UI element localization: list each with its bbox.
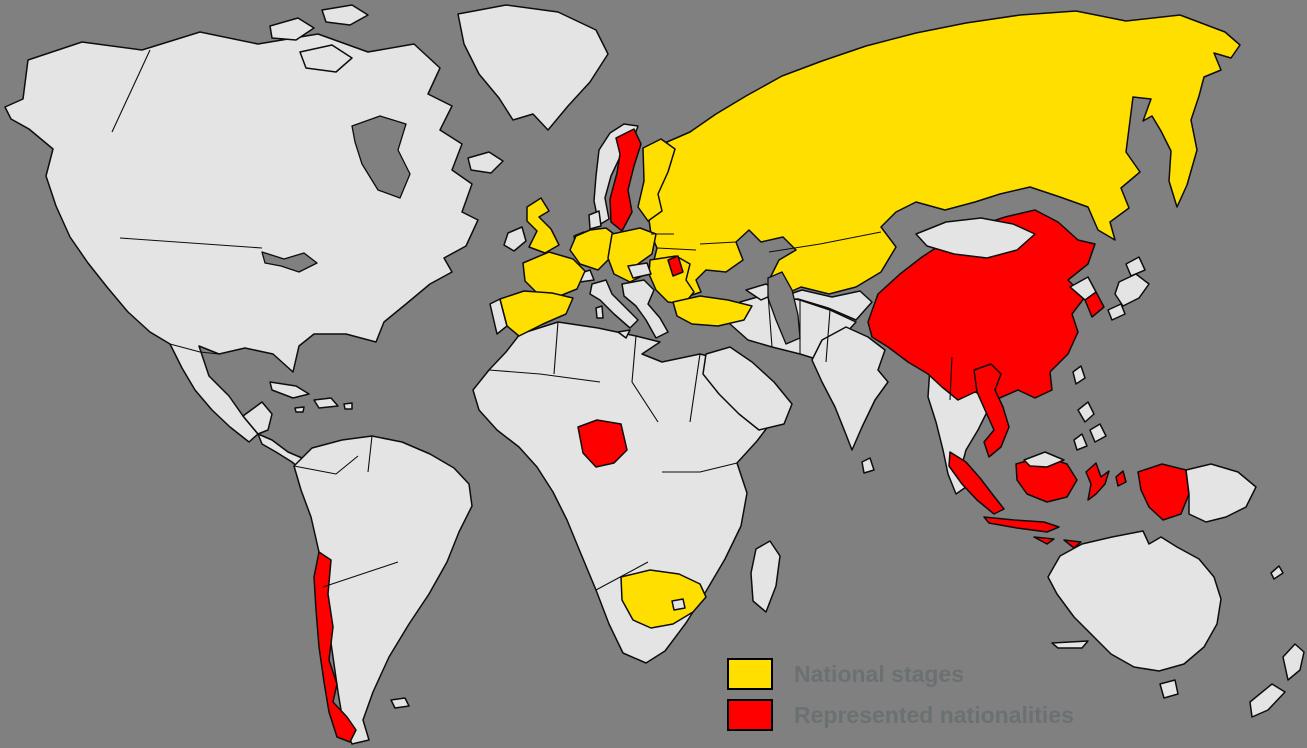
legend-item-represented-nationalities: Represented nationalities: [727, 699, 1074, 731]
island-sulawesi: [1085, 462, 1110, 501]
island-philippines-1: [1077, 401, 1095, 423]
country-turkey: [672, 295, 753, 327]
represented-nationalities-regions: [313, 128, 1190, 743]
region-west-new-guinea: [1137, 463, 1190, 521]
border-line: [689, 353, 701, 423]
country-france: [522, 251, 586, 298]
island-puerto-rico: [343, 402, 353, 410]
border-line: [111, 49, 151, 133]
border-line: [293, 455, 359, 475]
island-sri-lanka: [861, 457, 875, 474]
border-line: [767, 293, 773, 348]
country-north-korea: [1069, 276, 1097, 301]
island-java: [983, 516, 1060, 533]
great-lakes: [261, 251, 318, 273]
border-line: [119, 237, 263, 249]
border-line: [662, 462, 738, 473]
island-japan-kyushu: [1107, 303, 1126, 321]
island-madagascar: [750, 540, 781, 613]
water-bodies: [261, 115, 801, 345]
hudson-bay: [351, 115, 411, 199]
region-russia-kazakhstan-east-europe: [648, 10, 1241, 298]
country-borders: [111, 49, 953, 591]
gray-overlays: [627, 217, 1257, 611]
small-island: [1051, 640, 1089, 649]
border-line: [656, 247, 697, 251]
country-italy: [589, 279, 639, 329]
island-japan-honshu: [1114, 273, 1150, 307]
country-norway: [593, 123, 639, 226]
legend: National stages Represented nationalitie…: [727, 658, 1074, 740]
region-central-asia: [771, 289, 873, 321]
island-sumatra: [948, 451, 1005, 515]
country-australia: [1047, 530, 1222, 672]
country-hungary: [627, 262, 652, 279]
border-line: [488, 369, 601, 383]
country-sweden: [609, 128, 642, 232]
legend-item-national-stages: National stages: [727, 658, 1074, 690]
country-ireland: [503, 226, 527, 252]
island-philippines-3: [1073, 433, 1088, 451]
arctic-island-2: [321, 4, 369, 26]
country-spain: [499, 290, 574, 337]
border-line: [367, 435, 373, 473]
country-moldova: [667, 255, 684, 277]
represented-nationalities-swatch: [727, 699, 773, 731]
national-stages-regions: [499, 10, 1241, 629]
region-malaysia-borneo: [1023, 451, 1065, 468]
border-line: [825, 309, 831, 363]
country-south-africa: [620, 569, 707, 629]
border-line: [322, 561, 399, 588]
border-line: [768, 231, 882, 253]
country-finland: [637, 138, 676, 222]
national-stages-swatch: [727, 658, 773, 690]
island-cuba: [269, 381, 310, 399]
island-philippines-2: [1089, 423, 1107, 443]
border-line: [631, 335, 659, 423]
border-line: [169, 343, 220, 355]
border-line: [699, 241, 737, 245]
country-vietnam: [973, 363, 1010, 458]
island-greenland: [457, 4, 609, 131]
island-sardinia: [595, 305, 604, 319]
island-moluccas: [1115, 470, 1127, 487]
represented-nationalities-label: Represented nationalities: [794, 701, 1074, 728]
region-central-america: [242, 401, 273, 435]
island-japan-hokkaido: [1125, 256, 1146, 277]
island-jamaica: [294, 406, 305, 413]
region-balkans: [621, 279, 669, 339]
island-falklands: [390, 697, 410, 709]
arctic-island-1: [269, 17, 315, 41]
border-line: [949, 356, 953, 401]
island-lesser-sunda-2: [1063, 539, 1082, 549]
country-nigeria: [577, 419, 628, 468]
country-papua-new-guinea: [1185, 463, 1257, 523]
region-arabia: [702, 346, 793, 431]
arctic-island-3: [299, 44, 353, 73]
country-india: [811, 326, 889, 451]
island-iceland: [467, 151, 504, 174]
border-line: [553, 321, 559, 375]
country-chile: [313, 551, 357, 743]
island-lesser-sunda-1: [1033, 536, 1055, 545]
country-united-kingdom: [526, 197, 560, 254]
continent-north-america: [4, 31, 479, 443]
country-mongolia: [915, 217, 1036, 259]
border-line: [595, 561, 649, 591]
national-stages-label: National stages: [794, 660, 964, 687]
island-taiwan: [1072, 365, 1086, 385]
island-sicily: [617, 329, 631, 339]
island-tasmania: [1159, 679, 1179, 699]
island-new-zealand-south: [1249, 683, 1286, 718]
island-hispaniola: [313, 397, 339, 409]
island-new-caledonia: [1270, 565, 1284, 580]
country-lesotho: [671, 598, 686, 611]
island-new-zealand-north: [1282, 643, 1305, 681]
country-denmark: [588, 210, 602, 230]
